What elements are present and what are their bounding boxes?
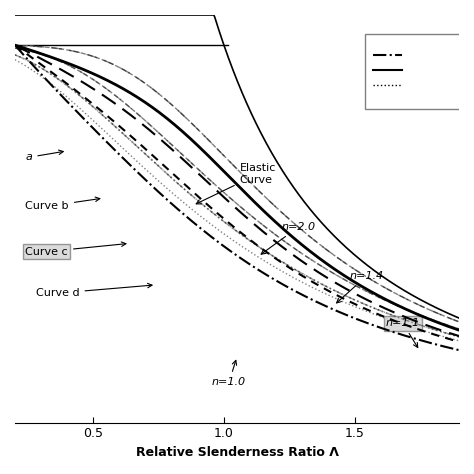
Text: a: a [26,150,63,162]
Text: Curve b: Curve b [26,197,100,211]
Text: Curve d: Curve d [36,283,152,298]
Text: n=1.4: n=1.4 [337,271,383,303]
Text: Elastic
Curve: Elastic Curve [196,164,276,204]
Text: n=2.0: n=2.0 [261,222,316,254]
Text: Curve c: Curve c [26,242,126,256]
FancyBboxPatch shape [365,34,462,109]
X-axis label: Relative Slenderness Ratio Λ: Relative Slenderness Ratio Λ [136,446,338,459]
Text: n=1.1: n=1.1 [386,319,420,347]
Text: n=1.0: n=1.0 [212,360,246,387]
